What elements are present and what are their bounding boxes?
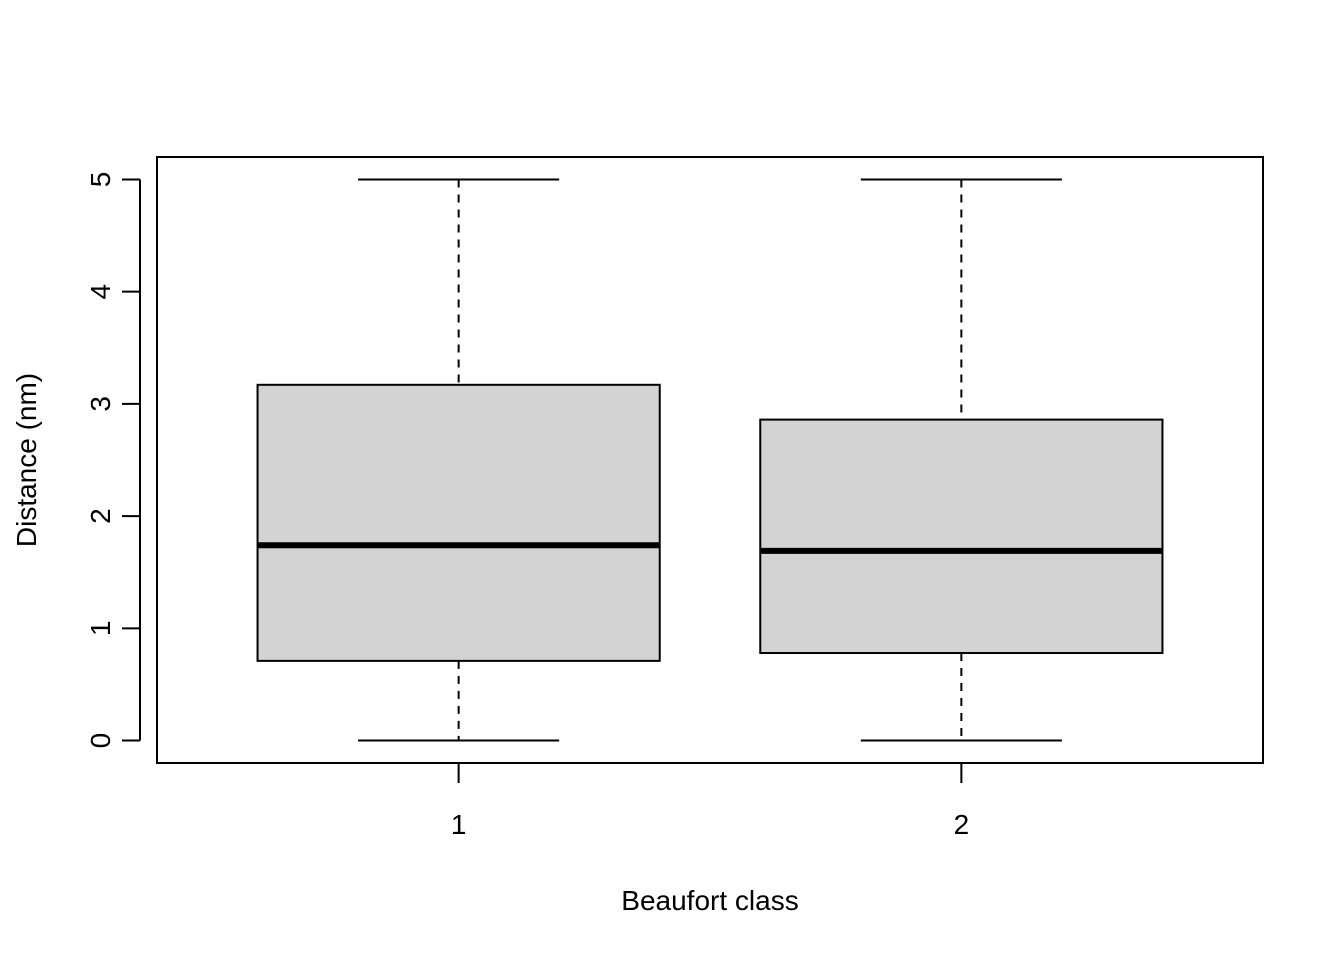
- iqr-box: [759, 418, 1164, 655]
- y-tick-label: 5: [85, 172, 116, 188]
- y-tick-label: 3: [85, 396, 116, 412]
- y-tick-label: 2: [85, 508, 116, 524]
- x-axis-label: Beaufort class: [621, 885, 798, 916]
- plot-frame: [156, 156, 1264, 764]
- x-tick-label: 2: [954, 809, 970, 840]
- y-tick-label: 0: [85, 733, 116, 749]
- box-group: [759, 178, 1164, 742]
- boxes: [256, 178, 1164, 742]
- iqr-box: [256, 383, 661, 662]
- y-axis-label: Distance (nm): [11, 373, 42, 547]
- box-group: [256, 178, 661, 742]
- y-tick-label: 4: [85, 284, 116, 300]
- y-axis: 0 1 2 3 4 5: [85, 172, 141, 749]
- y-tick-label: 1: [85, 621, 116, 637]
- x-tick-label: 1: [451, 809, 467, 840]
